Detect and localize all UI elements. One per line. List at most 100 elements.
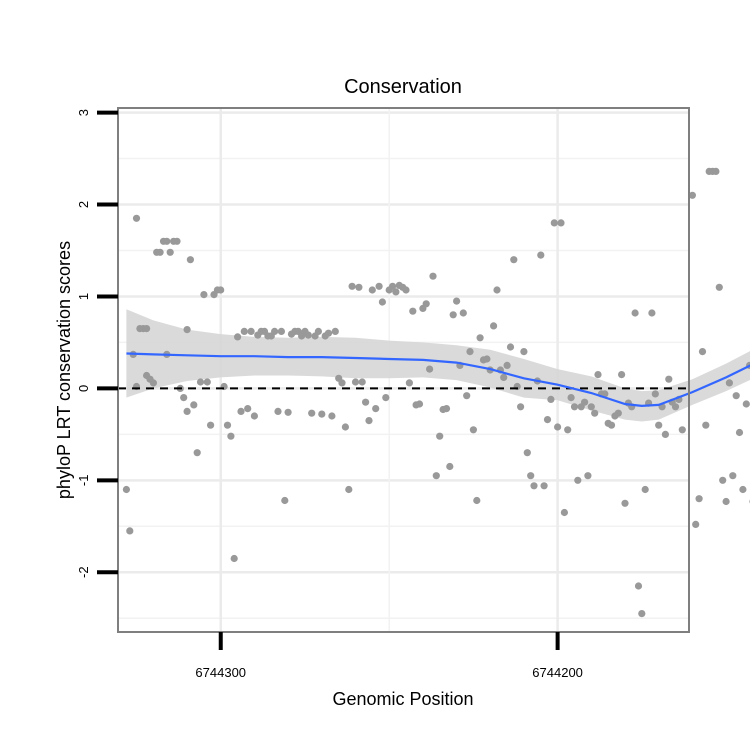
data-point [203, 378, 211, 386]
data-point [368, 286, 376, 294]
data-point [695, 495, 703, 503]
data-point [500, 373, 508, 381]
data-point [345, 485, 353, 494]
data-point [543, 416, 552, 424]
data-point [355, 283, 363, 291]
data-point [166, 248, 174, 256]
data-point [463, 392, 471, 400]
x-axis-label: Genomic Position [332, 689, 473, 709]
data-point [193, 449, 201, 457]
data-point [223, 421, 232, 429]
data-point [510, 256, 518, 264]
data-point [661, 430, 670, 438]
data-point [409, 307, 417, 315]
data-point [560, 508, 569, 517]
data-point [732, 392, 740, 400]
data-point [277, 327, 285, 335]
data-point [530, 482, 538, 490]
data-point [739, 485, 747, 494]
data-point [186, 256, 194, 264]
data-point [490, 322, 498, 330]
data-point [641, 485, 649, 494]
data-point [372, 405, 380, 413]
data-point [351, 378, 360, 386]
data-point [614, 409, 622, 417]
data-point [422, 300, 430, 308]
data-point [651, 390, 659, 398]
data-point [712, 167, 720, 175]
data-point [567, 394, 575, 402]
data-point [503, 361, 511, 369]
data-point [382, 394, 390, 402]
y-tick-label: 3 [76, 109, 91, 116]
data-point [449, 311, 457, 319]
y-tick-label: 0 [76, 385, 91, 392]
data-point [506, 343, 515, 351]
data-point [581, 398, 589, 406]
x-axis: 6744300 6744200 [195, 632, 583, 680]
data-point [469, 426, 477, 434]
data-point [459, 309, 467, 317]
data-point [648, 309, 656, 317]
data-point [389, 282, 397, 290]
data-point [324, 329, 333, 337]
data-point [466, 348, 474, 356]
data-point [476, 334, 484, 342]
data-point [631, 309, 639, 317]
data-point [547, 395, 555, 403]
y-axis: -2 -1 0 1 2 3 [76, 109, 118, 578]
data-point [304, 331, 312, 339]
data-point [240, 327, 248, 335]
data-point [126, 527, 134, 535]
data-point [271, 327, 279, 335]
data-point [156, 248, 164, 256]
data-point [227, 432, 235, 440]
data-point [554, 423, 562, 431]
data-point [527, 472, 535, 480]
data-point [587, 403, 595, 411]
data-point [678, 426, 686, 434]
data-point [520, 348, 528, 356]
data-point [244, 405, 252, 413]
data-point [132, 214, 141, 222]
plot-panel-border [117, 107, 690, 633]
data-point [149, 379, 157, 387]
data-point [564, 426, 572, 434]
data-point [446, 462, 454, 471]
data-point [432, 472, 440, 480]
data-point [281, 496, 289, 505]
data-point [180, 394, 188, 402]
smooth-trend-line [126, 352, 750, 408]
data-point [557, 219, 565, 227]
chart-title: Conservation [344, 76, 462, 98]
y-tick-label: -2 [76, 566, 91, 578]
x-tick-label: 6744300 [195, 665, 246, 680]
data-point [362, 398, 370, 406]
data-point [234, 333, 242, 341]
data-point [618, 371, 626, 379]
data-point [584, 472, 592, 480]
y-tick-label: 1 [76, 293, 91, 300]
data-point [638, 610, 646, 618]
data-point [173, 237, 181, 245]
data-point [715, 283, 723, 291]
data-point [190, 401, 198, 409]
data-points-group [122, 167, 750, 618]
smooth-line-group [126, 352, 750, 408]
data-point [378, 298, 386, 306]
data-point [274, 407, 282, 415]
data-point [122, 485, 130, 494]
data-point [237, 407, 245, 415]
data-point [591, 409, 599, 417]
data-point [742, 400, 750, 408]
data-point [247, 327, 255, 335]
data-point [735, 428, 744, 437]
data-point [402, 286, 410, 294]
data-point [692, 520, 700, 529]
data-point [429, 272, 437, 280]
data-point [621, 499, 629, 507]
y-axis-label: phyloP LRT conservation scores [54, 241, 74, 499]
data-point [358, 378, 366, 386]
data-point [196, 378, 205, 386]
